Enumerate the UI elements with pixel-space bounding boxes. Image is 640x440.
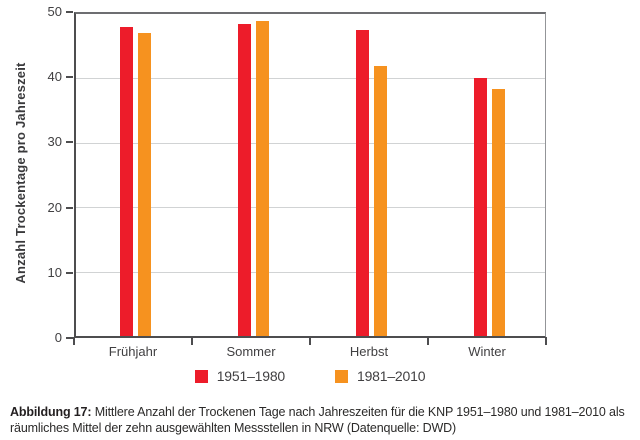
- bar-sommer-1951–1980: [237, 24, 251, 336]
- y-tick-label-50: 50: [47, 4, 62, 19]
- gridline-40: [76, 78, 545, 80]
- bar-herbst-1981–2010: [373, 65, 387, 336]
- y-tick-mark-0: [66, 337, 73, 339]
- y-tick-mark-40: [66, 76, 73, 79]
- y-tick-label-30: 30: [47, 134, 62, 150]
- x-label-herbst: Herbst: [349, 344, 389, 359]
- caption-text: Mittlere Anzahl der Trockenen Tage nach …: [10, 405, 625, 435]
- x-tick-mark-4: [545, 337, 547, 345]
- legend-swatch-icon: [335, 369, 348, 383]
- bar-group-sommer: [194, 14, 312, 336]
- x-tick-mark-3: [427, 337, 429, 345]
- bar-sommer-1981–2010: [255, 21, 269, 336]
- bar-winter-1981–2010: [491, 88, 505, 336]
- gridline-30: [76, 142, 545, 144]
- bar-group-herbst: [312, 14, 430, 336]
- caption-label: Abbildung 17:: [10, 405, 92, 419]
- y-tick-mark-10: [66, 271, 73, 274]
- figure-caption: Abbildung 17: Mittlere Anzahl der Trocke…: [10, 404, 628, 436]
- x-label-frühjahr: Frühjahr: [108, 344, 158, 359]
- y-tick-label-40: 40: [47, 69, 62, 85]
- x-tick-mark-2: [309, 337, 311, 345]
- y-axis-title: Anzahl Trockentage pro Jahreszeit: [13, 62, 28, 284]
- y-tick-label-0: 0: [54, 330, 62, 345]
- bar-group-frühjahr: [76, 14, 194, 336]
- bar-group-winter: [430, 14, 548, 336]
- legend-item-1981–2010: 1981–2010: [335, 368, 425, 384]
- x-tick-mark-1: [191, 337, 193, 345]
- gridline-20: [76, 207, 545, 209]
- bar-winter-1951–1980: [473, 78, 487, 336]
- bar-frühjahr-1951–1980: [119, 26, 133, 336]
- y-tick-label-10: 10: [47, 264, 62, 280]
- plot-area: [74, 12, 546, 338]
- legend-label: 1981–2010: [357, 368, 426, 384]
- y-tick-label-20: 20: [47, 199, 62, 215]
- y-tick-mark-30: [66, 141, 73, 144]
- y-tick-mark-50: [66, 11, 73, 13]
- legend-swatch-icon: [194, 369, 208, 383]
- legend-label: 1951–1980: [216, 368, 285, 384]
- legend-item-1951–1980: 1951–1980: [194, 368, 285, 384]
- bar-herbst-1951–1980: [355, 30, 369, 336]
- x-label-winter: Winter: [468, 344, 506, 359]
- bar-frühjahr-1981–2010: [137, 33, 151, 336]
- x-label-sommer: Sommer: [226, 344, 276, 359]
- y-tick-mark-20: [66, 206, 73, 209]
- legend: 1951–1980 1981–2010: [74, 368, 546, 384]
- gridline-10: [76, 271, 545, 273]
- x-tick-mark-0: [73, 337, 75, 345]
